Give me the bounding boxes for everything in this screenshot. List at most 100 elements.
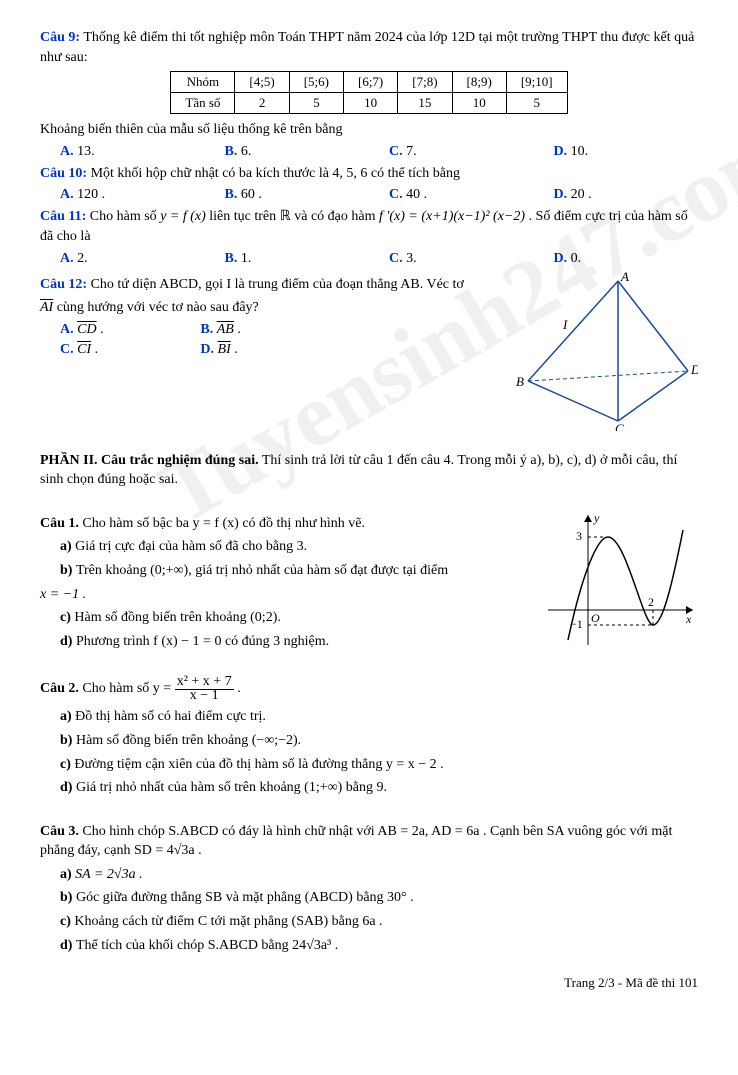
- ylab: y: [593, 511, 600, 525]
- part2-header: PHẦN II. Câu trắc nghiệm đúng sai. Thí s…: [40, 451, 698, 490]
- opt-b: B.: [225, 251, 241, 266]
- opt-a-text: 2.: [77, 251, 88, 266]
- cell: 5: [289, 93, 343, 114]
- q9: Câu 9: Thống kê điểm thi tốt nghiệp môn …: [40, 28, 698, 67]
- opt-d-text: 10.: [571, 144, 589, 159]
- cell: [4;5): [235, 72, 289, 93]
- q9-opts: A. 13. B. 6. C. 7. D. 10.: [40, 144, 698, 160]
- cell: 2: [235, 93, 289, 114]
- cell: 10: [343, 93, 397, 114]
- opt-a: A.: [60, 187, 77, 202]
- opt-b: B.: [225, 144, 241, 159]
- frac-den: x − 1: [190, 687, 219, 703]
- x2: 2: [648, 595, 654, 609]
- cell: Nhóm: [171, 72, 235, 93]
- q10-opts: A. 120 . B. 60 . C. 40 . D. 20 .: [40, 187, 698, 203]
- part2-title: PHẦN II. Câu trắc nghiệm đúng sai.: [40, 453, 259, 468]
- cell: Tần số: [171, 93, 235, 114]
- q11-post: và có đạo hàm: [294, 209, 379, 224]
- lbl-C: C: [615, 421, 624, 431]
- p3-a-label: a): [60, 867, 75, 882]
- p2-c-label: c): [60, 757, 74, 772]
- cell: [7;8): [398, 72, 452, 93]
- p2-b-label: b): [60, 733, 76, 748]
- lbl-D: D: [690, 362, 698, 377]
- q12-text2: cùng hướng với véc tơ nào sau đây?: [57, 300, 259, 315]
- p3-d: Thể tích của khối chóp S.ABCD bằng 24√3a…: [76, 938, 338, 953]
- opt-c: C.: [389, 251, 406, 266]
- tetrahedron-diagram: A B C D I: [508, 271, 698, 431]
- p1-a-label: a): [60, 539, 75, 554]
- opt-c-text: 40 .: [406, 187, 427, 202]
- page-footer: Trang 2/3 - Mã đề thi 101: [40, 975, 698, 991]
- cell: [5;6): [289, 72, 343, 93]
- opt-d: D.: [554, 144, 571, 159]
- p3-c: Khoảng cách từ điểm C tới mặt phẳng (SAB…: [74, 914, 382, 929]
- cell: 15: [398, 93, 452, 114]
- q9-label: Câu 9:: [40, 30, 80, 45]
- p1-row: Câu 1. Cho hàm số bậc ba y = f (x) có đồ…: [40, 510, 698, 656]
- q11-pre: Cho hàm số: [90, 209, 160, 224]
- p2-pre: Cho hàm số y =: [82, 682, 174, 697]
- opt-d-text: 20 .: [571, 187, 592, 202]
- p1-c: Hàm số đồng biến trên khoảng (0;2).: [74, 610, 280, 625]
- p1-d: Phương trình f (x) − 1 = 0 có đúng 3 ngh…: [76, 634, 329, 649]
- q12-AI: AI: [40, 300, 53, 315]
- opt-a-text: 13.: [77, 144, 95, 159]
- opt-b-text: 60 .: [241, 187, 262, 202]
- q10: Câu 10: Một khối hộp chữ nhật có ba kích…: [40, 164, 698, 184]
- opt-c: C.: [389, 187, 406, 202]
- p1-label: Câu 1.: [40, 516, 79, 531]
- cell: 10: [452, 93, 506, 114]
- p3-d-label: d): [60, 938, 76, 953]
- q11-R: ℝ: [280, 209, 291, 224]
- p2: Câu 2. Cho hàm số y = x² + x + 7 x − 1 .: [40, 675, 698, 703]
- opt-b-text: 1.: [241, 251, 252, 266]
- q12-text1: Cho tứ diện ABCD, gọi I là trung điểm củ…: [91, 277, 464, 292]
- opt-b: B.: [225, 187, 241, 202]
- p2-post: .: [237, 682, 241, 697]
- opt-a: A.: [60, 251, 77, 266]
- cell: [8;9): [452, 72, 506, 93]
- opt-a-text: CD: [77, 322, 96, 337]
- p1-d-label: d): [60, 634, 76, 649]
- lbl-I: I: [562, 317, 568, 332]
- p3-b: Góc giữa đường thẳng SB và mặt phẳng (AB…: [76, 890, 414, 905]
- cell: 5: [506, 93, 567, 114]
- p1-c-label: c): [60, 610, 74, 625]
- opt-b-text: 6.: [241, 144, 252, 159]
- opt-c-text: 3.: [406, 251, 417, 266]
- q9-after: Khoảng biến thiên của mẫu số liệu thống …: [40, 120, 698, 140]
- opt-d: D.: [554, 251, 571, 266]
- fraction: x² + x + 7 x − 1: [175, 675, 234, 703]
- q11-f: y = f (x): [160, 209, 206, 224]
- q9-text: Thống kê điểm thi tốt nghiệp môn Toán TH…: [40, 30, 694, 65]
- p3-text: Cho hình chóp S.ABCD có đáy là hình chữ …: [40, 824, 672, 859]
- O: O: [591, 611, 600, 625]
- cell: [6;7): [343, 72, 397, 93]
- xlab: x: [685, 612, 692, 626]
- p3-label: Câu 3.: [40, 824, 79, 839]
- p1-bx: x = −1 .: [40, 587, 86, 602]
- opt-d: D.: [554, 187, 571, 202]
- p3-a: SA = 2√3a .: [75, 867, 142, 882]
- opt-b-text: AB: [217, 322, 234, 337]
- p3-c-label: c): [60, 914, 74, 929]
- p1-b: Trên khoảng (0;+∞), giá trị nhỏ nhất của…: [76, 563, 448, 578]
- opt-b: B.: [200, 322, 216, 337]
- q11-label: Câu 11:: [40, 209, 86, 224]
- opt-d-text: 0.: [571, 251, 582, 266]
- cell: [9;10]: [506, 72, 567, 93]
- p3: Câu 3. Cho hình chóp S.ABCD có đáy là hì…: [40, 822, 698, 861]
- q9-table: Nhóm [4;5) [5;6) [6;7) [7;8) [8;9) [9;10…: [170, 71, 567, 114]
- opt-c-text: 7.: [406, 144, 417, 159]
- q11-opts: A. 2. B. 1. C. 3. D. 0.: [40, 251, 698, 267]
- p2-label: Câu 2.: [40, 682, 79, 697]
- opt-d: D.: [200, 342, 217, 357]
- q10-text: Một khối hộp chữ nhật có ba kích thước l…: [91, 166, 460, 181]
- p2-a-label: a): [60, 709, 75, 724]
- p1-text: Cho hàm số bậc ba y = f (x) có đồ thị nh…: [82, 516, 365, 531]
- q11: Câu 11: Cho hàm số y = f (x) liên tục tr…: [40, 207, 698, 246]
- q11-fp: f '(x) = (x+1)(x−1)² (x−2): [379, 209, 525, 224]
- p2-c: Đường tiệm cận xiên của đồ thị hàm số là…: [74, 757, 443, 772]
